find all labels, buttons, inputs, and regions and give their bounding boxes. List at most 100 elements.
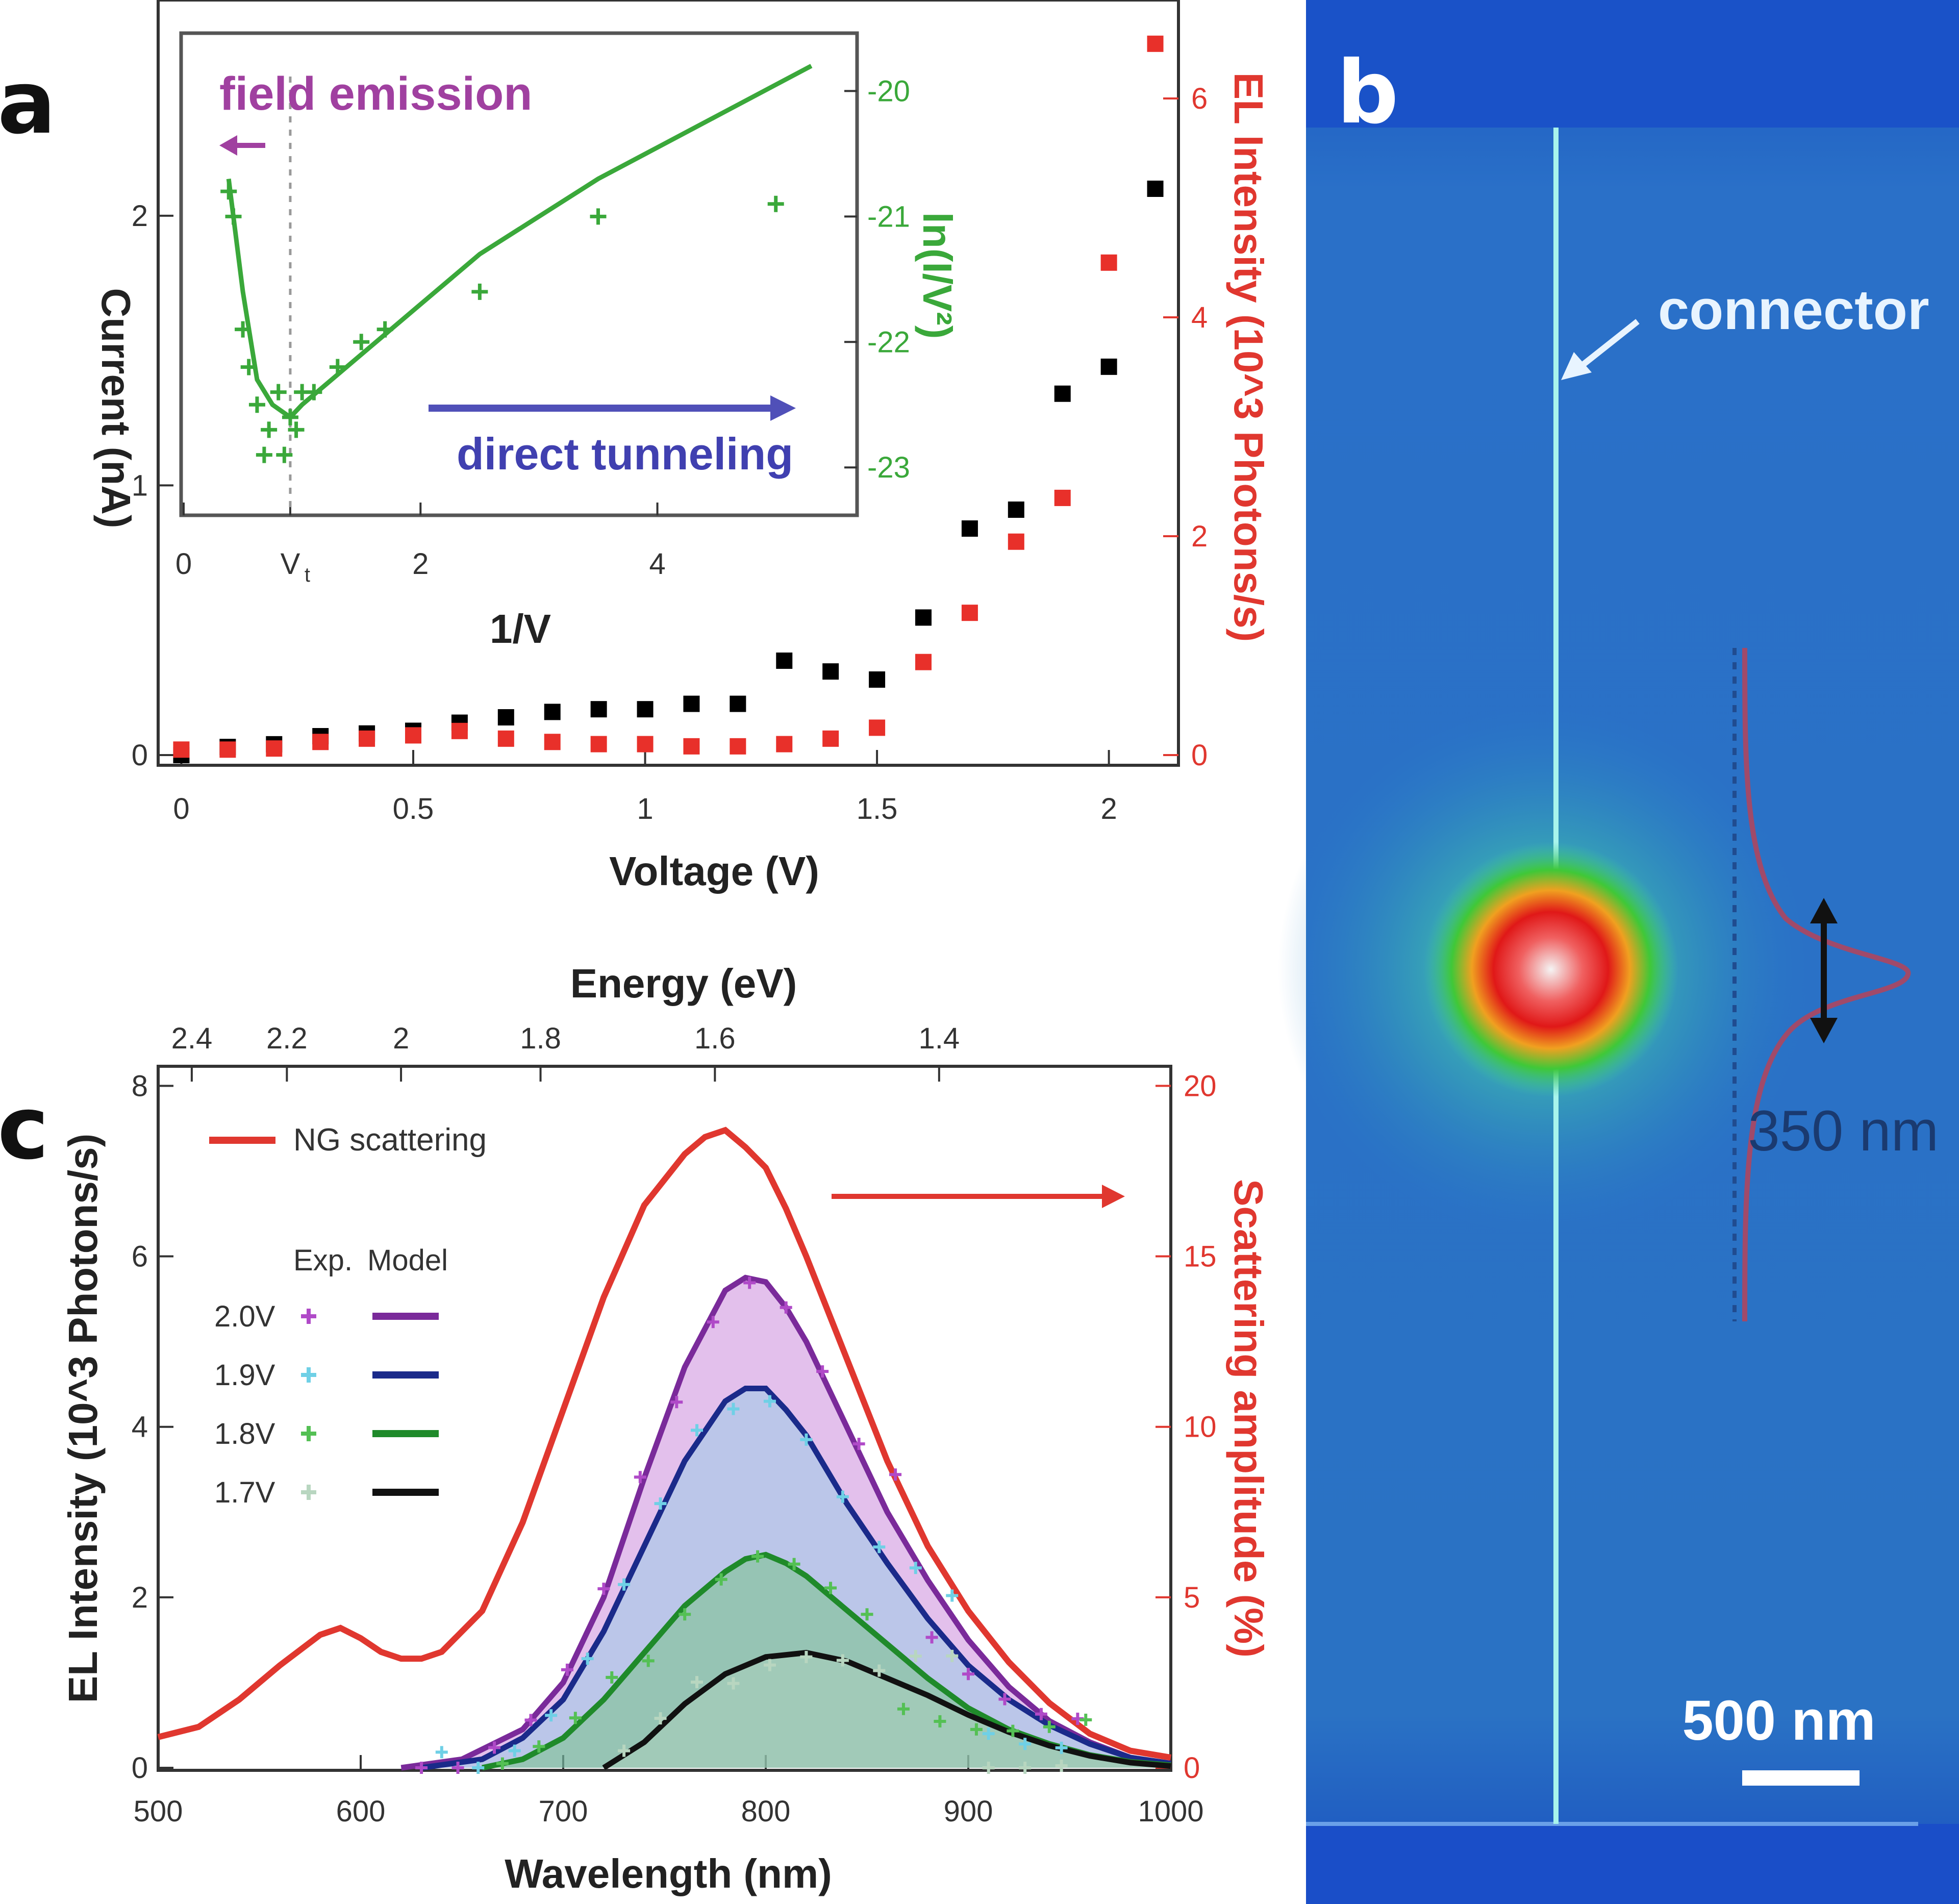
panel-c-chart: 500 600 700 800 900 1000 2.4 2.2 2 1.8 1.6 1.4 0 2 4… bbox=[60, 961, 1271, 1896]
legend-header-exp: Exp. bbox=[293, 1244, 353, 1277]
y-right-tick-label: 5 bbox=[1184, 1581, 1200, 1614]
y-tick-label: 0 bbox=[132, 739, 148, 772]
inset-xlabel: 1/V bbox=[490, 606, 551, 652]
profile-width-label: 350 nm bbox=[1748, 1099, 1939, 1163]
panel-c-ylabel-right: Scattering amplitude (%) bbox=[1226, 1179, 1271, 1658]
y-right-tick-label: 10 bbox=[1184, 1411, 1217, 1444]
panel-a-y-ticks: 0 1 2 bbox=[132, 199, 173, 772]
x-tick-label: 1 bbox=[637, 792, 653, 825]
current-point bbox=[1100, 358, 1117, 375]
inset-x-tick-label: V bbox=[281, 547, 300, 581]
x-tick-label: 800 bbox=[741, 1795, 791, 1828]
el-intensity-point bbox=[915, 654, 932, 670]
inset-fit-curve bbox=[226, 64, 813, 420]
el-intensity-point bbox=[683, 738, 700, 755]
el-intensity-point bbox=[544, 734, 561, 750]
top-x-tick-label: 1.8 bbox=[520, 1022, 561, 1055]
panel-letter-a: a bbox=[0, 53, 56, 154]
el-intensity-point bbox=[1054, 489, 1071, 506]
el-intensity-point bbox=[405, 727, 421, 744]
panel-letter-b: b bbox=[1337, 42, 1399, 143]
legend-row-label: 1.8V bbox=[214, 1417, 275, 1450]
inset-points bbox=[220, 183, 784, 463]
emission-spot bbox=[1423, 842, 1678, 1097]
y-tick-label: 2 bbox=[132, 199, 148, 233]
y-tick-label: 1 bbox=[132, 469, 148, 502]
inset-direct-tunneling-arrowhead bbox=[770, 395, 796, 421]
exp-band bbox=[421, 1388, 1171, 1768]
el-intensity-point bbox=[869, 719, 886, 736]
legend-row-label: 1.7V bbox=[214, 1476, 275, 1509]
panel-a-ylabel-right: EL Intensity (10^3 Photons/s) bbox=[1226, 72, 1271, 642]
el-intensity-point bbox=[266, 740, 283, 757]
panel-c-exp-points bbox=[415, 1276, 1092, 1774]
legend-rows: 2.0V 1.9V 1.8V 1.7V bbox=[214, 1300, 439, 1509]
inset-annotation-field-emission: field emission bbox=[219, 68, 533, 120]
connector-label: connector bbox=[1658, 279, 1929, 341]
connector-arrowhead bbox=[1561, 352, 1592, 380]
top-x-tick-label: 2.2 bbox=[266, 1022, 308, 1055]
current-point bbox=[637, 701, 654, 718]
el-intensity-point bbox=[312, 734, 329, 750]
legend-ng-label: NG scattering bbox=[293, 1122, 487, 1158]
inset-annotation-direct-tunneling: direct tunneling bbox=[457, 429, 793, 479]
current-point bbox=[1008, 502, 1024, 518]
x-tick-label: 0 bbox=[173, 792, 189, 825]
panel-a-x-ticks: 0 0.5 1 1.5 2 bbox=[173, 750, 1117, 825]
x-tick-label: 2 bbox=[1101, 792, 1117, 825]
panel-a-xlabel: Voltage (V) bbox=[609, 848, 819, 894]
panel-a-points bbox=[173, 35, 1164, 763]
panel-b-image: b connector 350 nm 500 nm bbox=[1278, 0, 1959, 1904]
scattering-axis-arrowhead bbox=[1102, 1185, 1125, 1208]
panel-c-x-ticks: 500 600 700 800 900 1000 bbox=[134, 1755, 1204, 1828]
current-point bbox=[915, 609, 932, 626]
panel-c-xlabel-top: Energy (eV) bbox=[570, 961, 797, 1006]
y-right-tick-label: 4 bbox=[1191, 301, 1208, 334]
panel-b-top-band bbox=[1306, 0, 1959, 128]
x-tick-label: 500 bbox=[134, 1795, 183, 1828]
inset-x-tick-label: 4 bbox=[649, 547, 665, 581]
inset-y-tick-label: -22 bbox=[867, 325, 910, 359]
x-tick-label: 600 bbox=[336, 1795, 386, 1828]
top-x-tick-label: 2.4 bbox=[171, 1022, 213, 1055]
inset-ylabel: ln(I/V²) bbox=[915, 212, 960, 339]
legend-row-label: 2.0V bbox=[214, 1300, 275, 1333]
y-tick-label: 4 bbox=[132, 1411, 148, 1444]
el-intensity-point bbox=[451, 722, 468, 739]
y-right-tick-label: 0 bbox=[1191, 739, 1208, 772]
inset-x-tick-label: 0 bbox=[175, 547, 192, 581]
current-point bbox=[869, 671, 886, 688]
panel-c-y-ticks: 0 2 4 6 8 bbox=[132, 1069, 173, 1785]
el-intensity-point bbox=[730, 738, 746, 755]
el-intensity-point bbox=[359, 730, 375, 747]
panel-c-y-right-ticks: 0 5 10 15 20 bbox=[1156, 1069, 1217, 1785]
model-curve bbox=[602, 1649, 1171, 1770]
panel-c-top-x-ticks: 2.4 2.2 2 1.8 1.6 1.4 bbox=[171, 1022, 960, 1082]
y-right-tick-label: 20 bbox=[1184, 1069, 1217, 1103]
panel-a-chart: 0 0.5 1 1.5 2 0 1 2 0 2 4 6 Voltage (V) Current (… bbox=[93, 0, 1271, 894]
x-tick-label: 1.5 bbox=[857, 792, 898, 825]
legend-row-label: 1.9V bbox=[214, 1359, 275, 1392]
ng-scattering-curve bbox=[157, 1126, 1171, 1761]
panel-b-bottom-band bbox=[1306, 1824, 1959, 1904]
x-tick-label: 1000 bbox=[1138, 1795, 1203, 1828]
inset-y-tick-label: -23 bbox=[867, 451, 910, 484]
el-intensity-point bbox=[1008, 533, 1024, 550]
inset-x-tick-label: 2 bbox=[412, 547, 429, 581]
current-point bbox=[730, 695, 746, 712]
panel-a-y-right-ticks: 0 2 4 6 bbox=[1163, 82, 1208, 772]
el-intensity-point bbox=[1147, 35, 1164, 52]
top-x-tick-label: 1.6 bbox=[694, 1022, 736, 1055]
el-intensity-point bbox=[637, 736, 654, 753]
profile-arrowhead-bottom bbox=[1810, 1018, 1838, 1043]
scalebar-label: 500 nm bbox=[1682, 1689, 1875, 1752]
el-intensity-point bbox=[497, 730, 514, 747]
y-tick-label: 0 bbox=[132, 1751, 148, 1785]
current-point bbox=[822, 663, 839, 680]
inset-y-ticks: -20 -21 -22 -23 bbox=[844, 74, 910, 484]
legend-header-model: Model bbox=[367, 1244, 448, 1277]
profile-curve bbox=[1742, 647, 1911, 1322]
panel-c-legend: NG scattering Exp. Model 2.0V 1.9V 1.8V 1.7… bbox=[209, 1122, 487, 1509]
